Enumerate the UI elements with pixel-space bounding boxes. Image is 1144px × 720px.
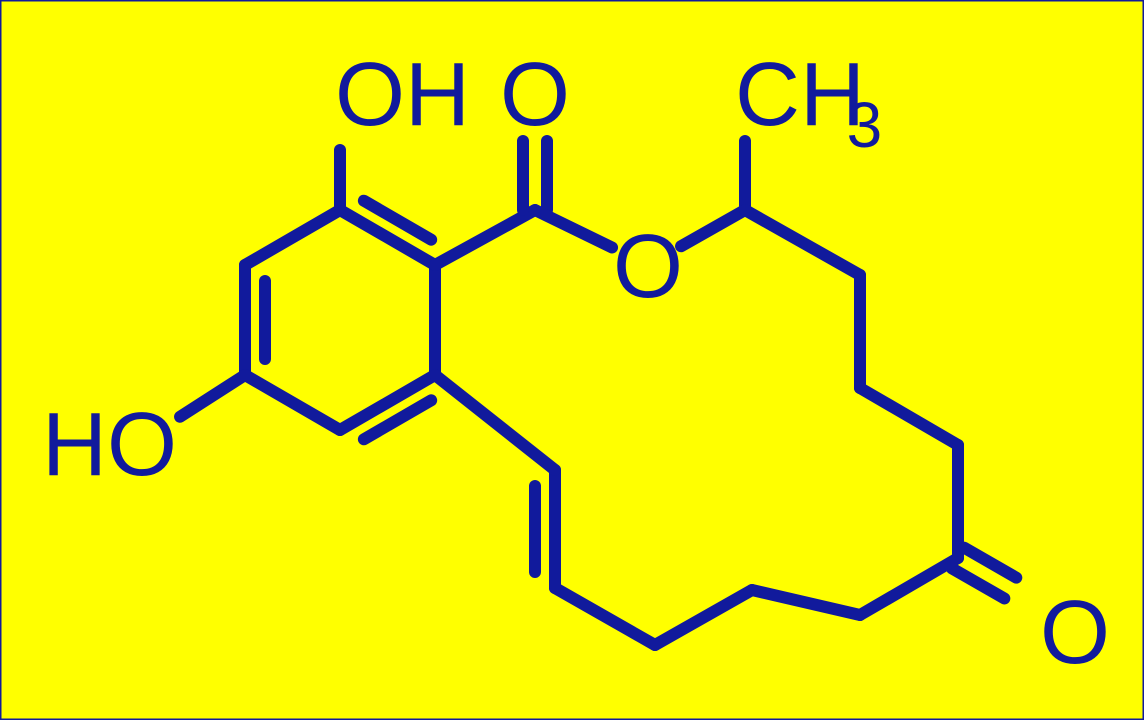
label-oh-top: OH bbox=[335, 45, 470, 145]
molecule-diagram: OHOCH3OHOO bbox=[0, 0, 1144, 720]
label-ch3: CH bbox=[735, 45, 865, 145]
label-o-ketone: O bbox=[1040, 583, 1110, 683]
label-ho-left: HO bbox=[42, 395, 177, 495]
label-o-ester: O bbox=[613, 217, 683, 317]
label-o-carbonyl: O bbox=[500, 45, 570, 145]
frame-border bbox=[0, 0, 1144, 720]
label-ch3-sub: 3 bbox=[847, 89, 883, 161]
